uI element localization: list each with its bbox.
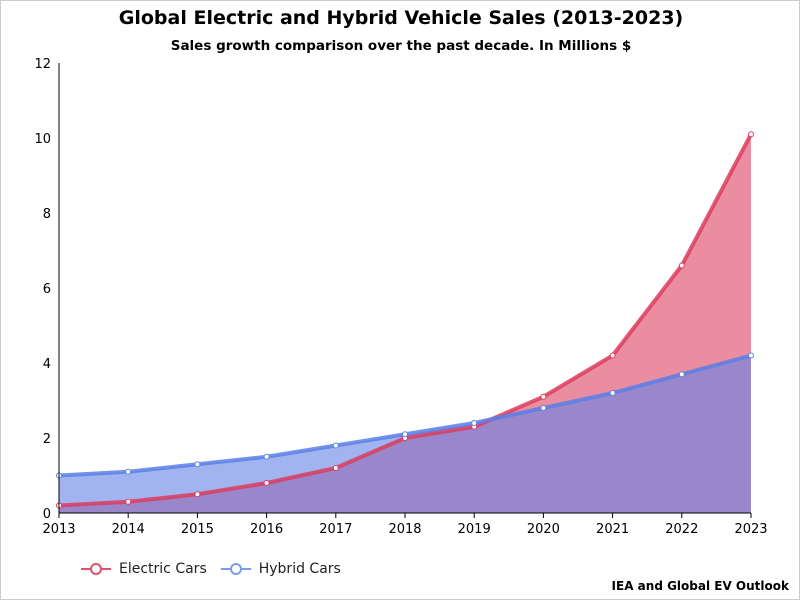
x-tick-label: 2013	[42, 522, 75, 537]
data-point-1-10	[748, 352, 754, 359]
data-point-1-6	[471, 420, 478, 426]
data-point-1-5	[402, 431, 408, 438]
x-tick-label: 2020	[527, 522, 560, 537]
x-tick-label: 2018	[388, 522, 421, 537]
y-tick-label: 12	[34, 57, 51, 72]
data-point-0-1	[125, 498, 132, 505]
legend: Electric Cars Hybrid Cars	[81, 561, 341, 577]
y-tick-label: 8	[43, 207, 51, 222]
data-point-0-9	[678, 262, 685, 269]
x-tick-label: 2019	[458, 522, 491, 537]
data-point-0-7	[540, 393, 547, 400]
x-tick-label: 2014	[112, 522, 145, 537]
data-point-0-4	[332, 465, 339, 471]
data-point-0-3	[263, 480, 270, 486]
data-point-1-8	[609, 390, 616, 396]
data-point-0-2	[194, 491, 201, 498]
y-tick-label: 4	[43, 357, 51, 372]
data-point-0-10	[748, 131, 754, 138]
data-point-1-7	[540, 405, 547, 411]
chart-title: Global Electric and Hybrid Vehicle Sales…	[118, 7, 684, 29]
legend-item-electric[interactable]: Electric Cars	[81, 561, 207, 577]
y-tick-label: 10	[34, 132, 51, 147]
x-tick-label: 2017	[319, 522, 352, 537]
legend-label-hybrid: Hybrid Cars	[258, 561, 341, 577]
legend-label-electric: Electric Cars	[119, 561, 207, 577]
y-tick-label: 2	[43, 432, 51, 447]
legend-marker-electric-icon	[81, 563, 111, 575]
data-point-0-8	[609, 352, 616, 359]
source-credit: IEA and Global EV Outlook	[611, 579, 789, 593]
data-point-1-2	[194, 461, 201, 468]
legend-item-hybrid[interactable]: Hybrid Cars	[220, 561, 341, 577]
x-tick-label: 2015	[181, 522, 214, 537]
x-tick-label: 2022	[665, 522, 698, 537]
x-tick-label: 2023	[734, 522, 767, 537]
chart-subtitle: Sales growth comparison over the past de…	[170, 38, 632, 54]
x-tick-label: 2016	[250, 522, 283, 537]
x-tick-label: 2021	[596, 522, 629, 537]
data-point-1-3	[263, 453, 270, 460]
data-point-1-4	[332, 442, 339, 449]
data-point-1-9	[678, 371, 685, 378]
y-tick-label: 6	[43, 282, 51, 297]
legend-marker-hybrid-icon	[220, 563, 251, 575]
y-tick-label: 0	[43, 507, 51, 522]
data-point-1-1	[125, 468, 132, 475]
